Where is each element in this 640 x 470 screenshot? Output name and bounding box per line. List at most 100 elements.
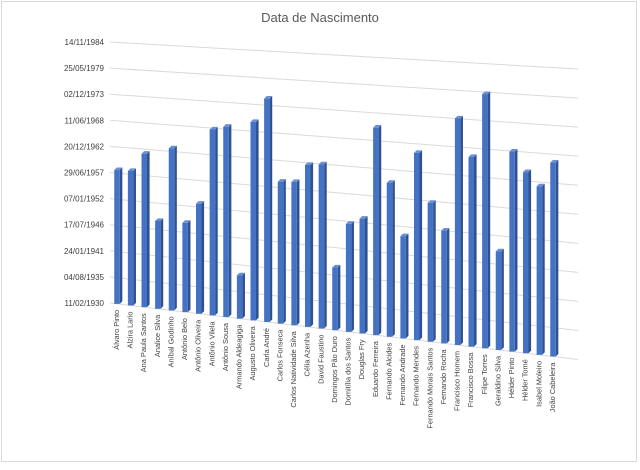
bar-front (400, 236, 406, 339)
x-tick-label: Isabel Moleiro (534, 361, 543, 407)
bar-front (332, 267, 338, 331)
bar-side (542, 183, 545, 355)
bar (509, 148, 518, 352)
gridline (109, 67, 579, 99)
bar-front (114, 170, 120, 304)
bar-top (127, 168, 136, 171)
bar (495, 248, 504, 350)
bar-side (365, 216, 368, 334)
bar-top (196, 201, 205, 204)
bar-side (405, 233, 409, 339)
x-tick-label: Ana Paula Santos (139, 313, 148, 372)
y-tick-label: 14/11/1984 (65, 38, 105, 47)
y-tick-label: 29/06/1957 (64, 169, 105, 178)
bar (427, 200, 436, 342)
x-tick-label: Analice Silva (153, 314, 162, 357)
bar-top (277, 179, 286, 182)
bar-top (209, 126, 218, 130)
bar (454, 115, 463, 345)
bar-front (223, 126, 229, 318)
bar-side (119, 167, 123, 304)
bar-side (310, 162, 314, 327)
y-tick-label: 20/12/1962 (64, 142, 105, 151)
bar (264, 96, 273, 322)
bar-front (196, 203, 202, 314)
bar-front (359, 218, 365, 334)
bar (291, 179, 300, 326)
bar (386, 180, 395, 337)
gridline (109, 302, 579, 361)
bar-top (291, 179, 300, 182)
bar-side (256, 119, 259, 321)
bar-side (337, 264, 341, 331)
bar-side (283, 179, 286, 324)
bar-side (215, 126, 218, 316)
bar-side (419, 150, 423, 341)
x-tick-label: Fernando Andrade (398, 344, 407, 405)
bar-top (386, 180, 395, 183)
x-tick-label: Carla André (262, 328, 271, 367)
x-tick-label: João Cabeleira (548, 362, 557, 413)
x-tick-label: Antônio Sousa (221, 322, 230, 371)
y-tick-label: 07/01/1952 (64, 195, 105, 204)
bar-front (482, 94, 488, 349)
x-tick-label: Carlos Natividade Silva (289, 330, 298, 407)
bar-top (427, 200, 436, 203)
x-tick-label: Geraldino Silva (494, 355, 503, 406)
y-tick-label: 24/01/1941 (64, 247, 105, 256)
bar-front (345, 223, 352, 332)
chart-title: Data de Nascimento (261, 10, 379, 25)
gridlines (109, 41, 579, 361)
bar-side (460, 115, 463, 345)
bar-front (264, 98, 270, 322)
bar-front (523, 172, 529, 354)
bar (209, 126, 218, 316)
y-axis: 11/02/1930 04/08/1935 24/01/1941 17/07/1946… (64, 38, 105, 308)
bar-front (373, 127, 379, 336)
bar-top (523, 169, 532, 173)
bar-front (454, 118, 461, 345)
bar-front (427, 202, 434, 342)
bar-top (141, 151, 150, 154)
bar-front (318, 164, 325, 329)
bar (441, 228, 450, 344)
bar-top (400, 233, 409, 237)
bar-front (291, 181, 297, 326)
bar-side (392, 180, 395, 337)
bar (223, 124, 232, 318)
bar-front (550, 162, 556, 357)
bar-top (468, 154, 477, 158)
gridline (109, 145, 579, 186)
bar-top (264, 96, 273, 99)
gridline (109, 198, 579, 244)
x-tick-label: Douglas Fry (357, 339, 366, 379)
x-tick-label: Antônio Vilela (207, 320, 216, 366)
bar (523, 169, 532, 354)
bar (277, 179, 286, 324)
bar-front (155, 220, 161, 309)
y-tick-label: 02/12/1973 (64, 90, 105, 99)
bar-side (474, 154, 477, 347)
bar-top (250, 119, 259, 122)
bar-side (174, 145, 177, 311)
bar-side (133, 168, 136, 306)
bar (359, 216, 368, 334)
bar (168, 145, 177, 311)
bar-front (509, 151, 515, 352)
bar (414, 150, 423, 341)
bar-top (318, 161, 327, 165)
bar (114, 167, 123, 304)
x-tick-label: Hélder Tomé (521, 359, 530, 401)
y-tick-label: 04/08/1935 (64, 273, 105, 282)
x-tick-label: Francisco Homem (453, 351, 462, 411)
x-tick-label: Fernando Rocha (439, 348, 448, 404)
x-tick-label: Domitília dos Santos (344, 338, 353, 406)
bar-top (414, 150, 423, 153)
x-tick-label: Fernando Alcides (385, 342, 394, 399)
bar-front (127, 170, 134, 306)
x-tick-label: Filipe Torres (480, 354, 489, 394)
bar-side (351, 221, 354, 332)
x-tick-label: Álvaro Pinto (112, 310, 121, 350)
bar-top (536, 183, 545, 187)
